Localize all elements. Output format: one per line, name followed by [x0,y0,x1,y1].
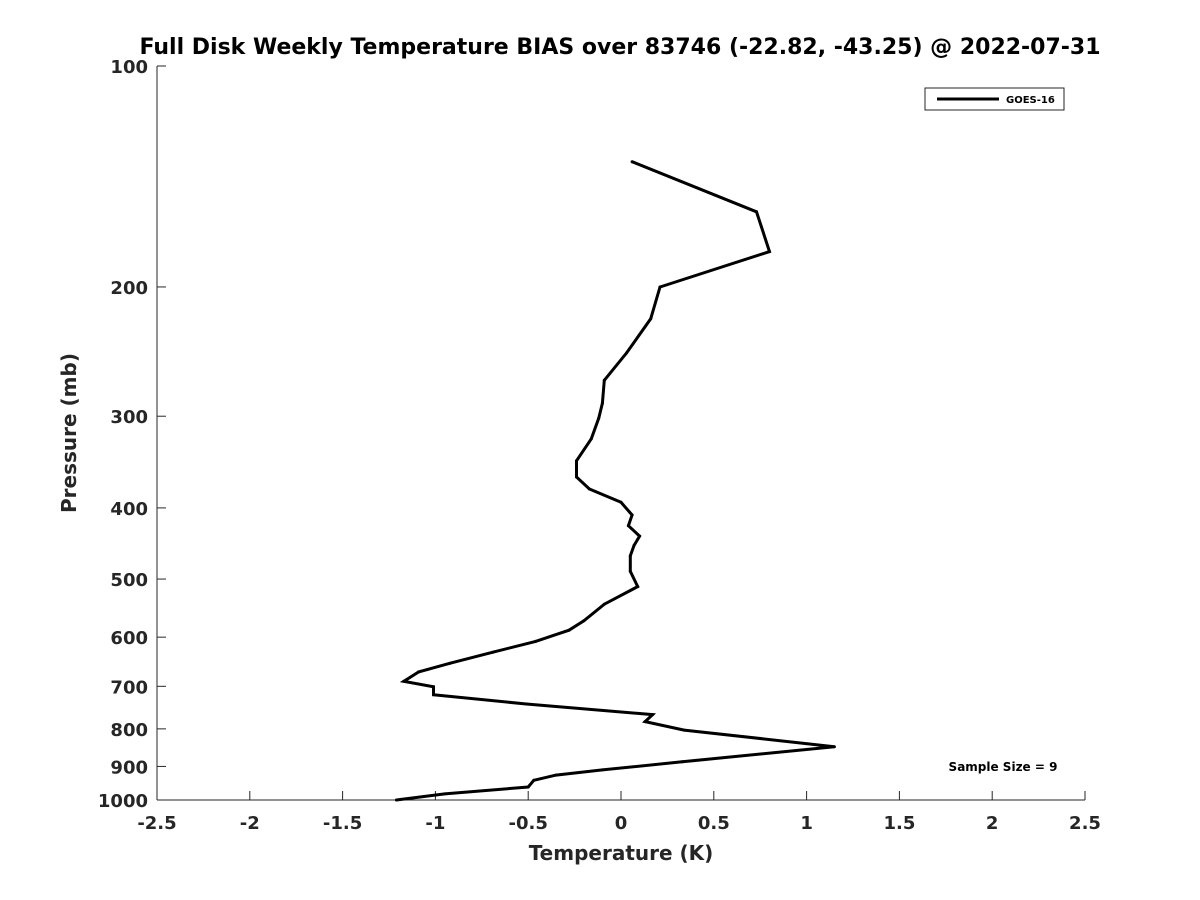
data-point [630,513,634,517]
y-tick-label: 900 [110,757,148,778]
data-point [582,619,586,623]
data-point [643,720,647,724]
data-point [597,416,601,420]
data-point [628,569,632,573]
data-point [589,437,593,441]
data-point [532,778,536,782]
data-point [448,661,452,665]
data-point [600,768,604,772]
data-point [649,317,653,321]
data-point [625,351,629,355]
x-tick-label: -1.5 [323,813,362,834]
y-tick-label: 800 [110,720,148,741]
y-axis-label: Pressure (mb) [57,353,81,513]
data-point [632,544,636,547]
y-tick-label: 200 [110,278,148,299]
chart-title: Full Disk Weekly Temperature BIAS over 8… [139,35,1100,60]
data-point [402,679,406,683]
data-point [658,285,662,289]
data-point [651,713,655,717]
x-tick-label: 1 [800,813,813,834]
y-axis-ticks: 100 200 300 400 500 600 700 800 900 1000 [98,57,166,812]
data-point [491,650,495,654]
legend: GOES-16 [924,87,1065,111]
data-point [575,459,578,463]
data-point [636,585,640,589]
data-point [587,487,591,491]
data-point [432,693,435,697]
y-tick-label: 600 [110,628,148,649]
series-layer [394,160,836,802]
data-point [619,500,623,504]
x-tick-label: 1.5 [883,813,915,834]
data-point [534,639,538,643]
data-point [567,628,571,632]
data-point [680,760,684,764]
x-tick-label: -1 [425,813,445,834]
data-point [554,773,558,777]
data-point [602,378,606,382]
legend-label-goes-16: GOES-16 [1006,95,1055,106]
data-point [630,160,634,164]
y-tick-label: 500 [110,570,148,591]
data-point [628,554,632,558]
y-tick-label: 300 [110,407,148,428]
data-point [682,728,686,732]
data-point [638,534,642,538]
x-tick-label: 0 [615,813,628,834]
data-point [417,670,421,674]
x-tick-label: -2 [240,813,260,834]
data-point [443,792,447,796]
data-point [524,702,528,706]
plot-area [156,66,1085,801]
y-tick-label: 700 [110,677,148,698]
x-axis-label: Temperature (K) [529,841,714,865]
data-point [600,401,604,405]
y-tick-label: 1000 [98,791,148,812]
y-tick-label: 100 [110,57,148,78]
data-point [832,745,836,749]
data-point [768,250,771,254]
data-point [575,475,578,479]
x-tick-label: -2.5 [137,813,176,834]
x-tick-label: 0.5 [698,813,730,834]
data-point [394,798,398,802]
x-axis-ticks: -2.5 -2 -1.5 -1 -0.5 0 0.5 1 1.5 2 2.5 [137,791,1101,834]
x-tick-label: 2.5 [1069,813,1101,834]
data-point [755,210,758,214]
data-point [526,785,530,789]
data-point [602,602,606,606]
data-point [432,685,435,689]
x-tick-label: 2 [986,813,999,834]
x-tick-label: -0.5 [509,813,548,834]
series-line-goes-16 [396,160,835,802]
y-tick-label: 400 [110,499,148,520]
sample-size-annotation: Sample Size = 9 [949,760,1058,774]
data-point [626,524,630,528]
